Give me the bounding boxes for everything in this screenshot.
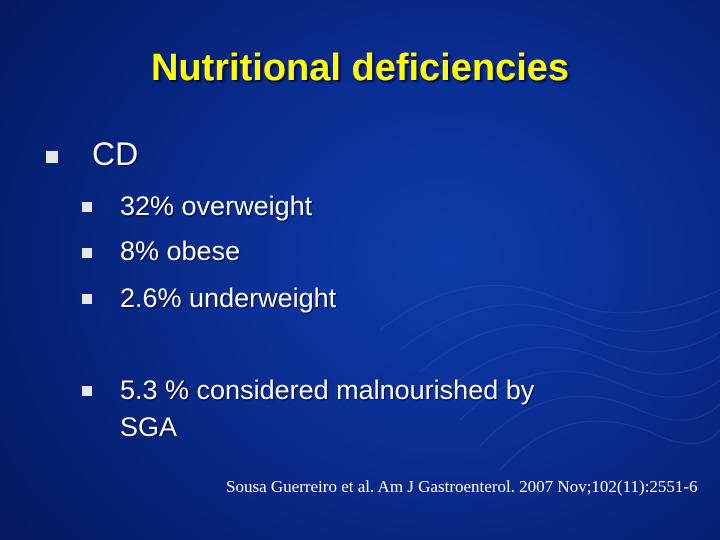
sub-bullet-sga-line2: SGA — [120, 412, 178, 442]
citation: Sousa Guerreiro et al. Am J Gastroentero… — [226, 477, 698, 496]
sub-bullet-sga-line1: 5.3 % considered malnourished by — [120, 375, 535, 405]
main-bullet-text: CD — [92, 136, 139, 172]
bullet-square-icon — [46, 151, 58, 163]
sub-bullet-overweight: 32% overweight — [120, 191, 313, 221]
bullet-square-icon — [82, 294, 92, 304]
sub-bullet-obese: 8% obese — [120, 236, 241, 266]
bullet-square-icon — [82, 386, 92, 396]
sub-bullet-underweight: 2.6% underweight — [120, 283, 337, 313]
bullet-square-icon — [82, 202, 92, 212]
bullet-square-icon — [82, 248, 92, 258]
slide-title: Nutritional deficiencies — [150, 47, 570, 89]
